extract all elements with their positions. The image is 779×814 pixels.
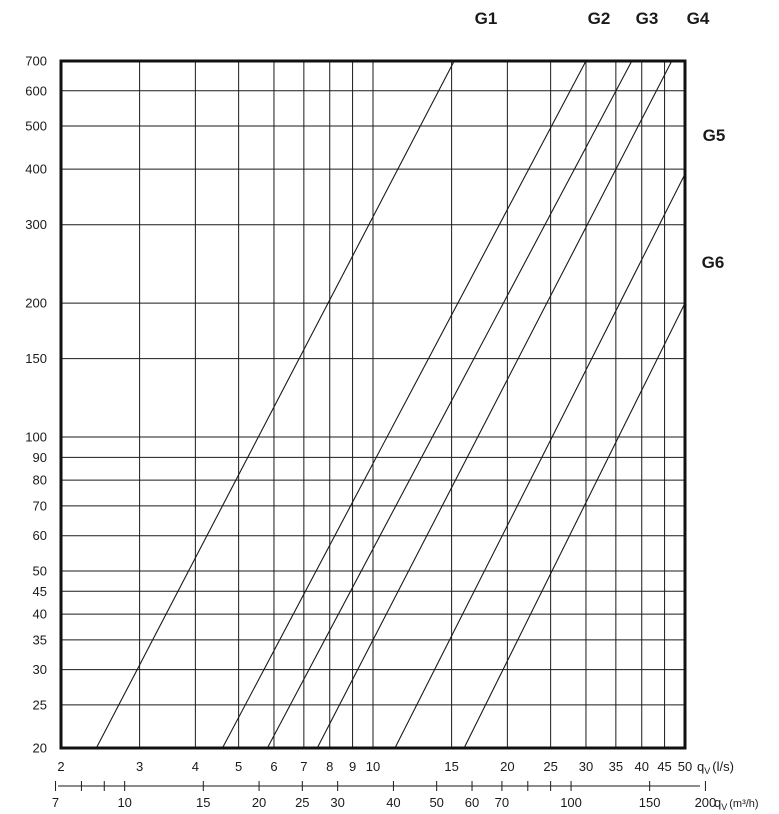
- x-tick-label-50: 50: [678, 759, 692, 774]
- plot-frame: [59, 59, 687, 750]
- y-tick-label-20: 20: [33, 741, 47, 756]
- x-tick-label-6: 6: [270, 759, 277, 774]
- x-tick-label-45: 45: [657, 759, 671, 774]
- x-m3h-tick-label-60: 60: [465, 795, 479, 810]
- series-line-g4: [316, 60, 673, 749]
- y-tick-label-500: 500: [25, 119, 47, 134]
- y-tick-label-600: 600: [25, 83, 47, 98]
- x-tick-label-40: 40: [635, 759, 649, 774]
- x-m3h-tick-label-25: 25: [295, 795, 309, 810]
- x-m3h-tick-label-40: 40: [386, 795, 400, 810]
- y-tick-label-80: 80: [33, 473, 47, 488]
- x-tick-label-15: 15: [444, 759, 458, 774]
- x-m3h-tick-label-200: 200: [695, 795, 717, 810]
- x-m3h-tick-label-10: 10: [117, 795, 131, 810]
- x-tick-label-10: 10: [366, 759, 380, 774]
- x-m3h-tick-label-50: 50: [429, 795, 443, 810]
- x-m3h-tick-label-20: 20: [252, 795, 266, 810]
- series-line-g5: [394, 173, 686, 749]
- y-tick-label-100: 100: [25, 430, 47, 445]
- x-tick-label-9: 9: [349, 759, 356, 774]
- x-axis-m3h: 7 10 15 20 25 30 40 50 60 70 100 150 200: [52, 781, 716, 810]
- y-tick-label-90: 90: [33, 450, 47, 465]
- x-m3h-tick-label-15: 15: [196, 795, 210, 810]
- y-tick-label-25: 25: [33, 697, 47, 712]
- x-tick-label-3: 3: [136, 759, 143, 774]
- x-tick-label-5: 5: [235, 759, 242, 774]
- x-m3h-tick-label-30: 30: [330, 795, 344, 810]
- series-label-g5: G5: [703, 126, 726, 145]
- series-label-g3: G3: [636, 9, 659, 28]
- x-tick-label-4: 4: [192, 759, 199, 774]
- y-tick-label-45: 45: [33, 584, 47, 599]
- x-tick-label-8: 8: [326, 759, 333, 774]
- x-tick-label-20: 20: [500, 759, 514, 774]
- y-tick-label-60: 60: [33, 528, 47, 543]
- y-tick-label-700: 700: [25, 54, 47, 69]
- y-tick-label-35: 35: [33, 632, 47, 647]
- y-tick-label-150: 150: [25, 351, 47, 366]
- y-tick-label-70: 70: [33, 498, 47, 513]
- series-label-g4: G4: [687, 9, 710, 28]
- x-tick-label-7: 7: [300, 759, 307, 774]
- series-label-g2: G2: [588, 9, 611, 28]
- series-labels: G1 G2 G3 G4 G5 G6: [475, 9, 726, 272]
- x-axis-ls-tick-labels: 2 3 4 5 6 7 8 9 10 15 20 25 30 35 40 45 50: [57, 759, 692, 774]
- x-tick-label-35: 35: [609, 759, 623, 774]
- y-tick-label-40: 40: [33, 607, 47, 622]
- x-m3h-tick-label-70: 70: [495, 795, 509, 810]
- grid: [60, 60, 686, 749]
- y-tick-label-300: 300: [25, 217, 47, 232]
- y-tick-label-30: 30: [33, 662, 47, 677]
- x-tick-label-30: 30: [579, 759, 593, 774]
- series-line-g2: [221, 60, 587, 749]
- axis-unit-labels: qV (l/s) qV (m³/h): [697, 759, 759, 812]
- y-tick-label-200: 200: [25, 296, 47, 311]
- y-axis-tick-labels: 20 25 30 35 40 45 50 60 70 80 90 100 150 200 300 400 500…: [25, 54, 47, 756]
- series-line-g1: [95, 60, 455, 749]
- x-tick-label-2: 2: [57, 759, 64, 774]
- x-m3h-tick-label-7: 7: [52, 795, 59, 810]
- series-line-g3: [266, 60, 633, 749]
- series-label-g1: G1: [475, 9, 498, 28]
- x-m3h-tick-label-100: 100: [560, 795, 582, 810]
- y-tick-label-50: 50: [33, 563, 47, 578]
- x-axis-m3h-unit-label: qV (m³/h): [714, 795, 759, 812]
- x-m3h-tick-label-150: 150: [639, 795, 661, 810]
- x-tick-label-25: 25: [543, 759, 557, 774]
- y-tick-label-400: 400: [25, 162, 47, 177]
- series-label-g6: G6: [702, 253, 725, 272]
- x-axis-ls-unit-label: qV (l/s): [697, 759, 734, 776]
- series-lines: [95, 60, 686, 749]
- series-line-g6: [463, 302, 686, 749]
